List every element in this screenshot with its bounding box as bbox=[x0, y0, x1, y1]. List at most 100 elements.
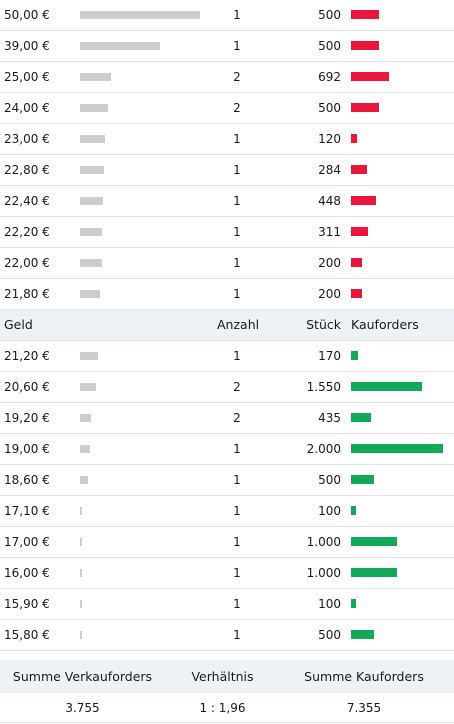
order-quantity: 200 bbox=[318, 256, 341, 270]
order-count: 1 bbox=[233, 628, 241, 642]
order-price: 22,80 € bbox=[4, 163, 50, 177]
price-gauge-bar bbox=[80, 135, 105, 143]
order-count: 1 bbox=[233, 473, 241, 487]
sell-order-row: 39,00 € 1 500 bbox=[0, 31, 454, 62]
buy-order-row: 15,80 € 1 500 bbox=[0, 620, 454, 651]
price-gauge-bar bbox=[80, 569, 82, 577]
sell-volume-bar bbox=[351, 103, 379, 112]
order-price: 25,00 € bbox=[4, 70, 50, 84]
order-count: 1 bbox=[233, 504, 241, 518]
buy-order-row: 17,10 € 1 100 bbox=[0, 496, 454, 527]
order-price: 19,20 € bbox=[4, 411, 50, 425]
buy-order-row: 17,00 € 1 1.000 bbox=[0, 527, 454, 558]
buy-volume-bar bbox=[351, 444, 443, 453]
order-count: 1 bbox=[233, 597, 241, 611]
order-quantity: 2.000 bbox=[306, 442, 341, 456]
order-price: 17,00 € bbox=[4, 535, 50, 549]
column-header-kauforders: Kauforders bbox=[351, 317, 419, 332]
sell-order-row: 24,00 € 2 500 bbox=[0, 93, 454, 124]
price-gauge-bar bbox=[80, 383, 96, 391]
sell-volume-bar bbox=[351, 289, 362, 298]
price-gauge-bar bbox=[80, 290, 100, 298]
sell-order-row: 25,00 € 2 692 bbox=[0, 62, 454, 93]
order-count: 1 bbox=[233, 349, 241, 363]
order-quantity: 311 bbox=[318, 225, 341, 239]
price-gauge-bar bbox=[80, 414, 91, 422]
price-gauge-bar bbox=[80, 104, 108, 112]
order-quantity: 1.000 bbox=[306, 535, 341, 549]
order-quantity: 1.000 bbox=[306, 566, 341, 580]
order-quantity: 500 bbox=[318, 628, 341, 642]
buy-order-row: 16,00 € 1 1.000 bbox=[0, 558, 454, 589]
order-count: 1 bbox=[233, 535, 241, 549]
price-gauge-bar bbox=[80, 476, 88, 484]
price-gauge-bar bbox=[80, 197, 103, 205]
buy-order-row: 20,60 € 2 1.550 bbox=[0, 372, 454, 403]
order-price: 22,00 € bbox=[4, 256, 50, 270]
order-price: 17,10 € bbox=[4, 504, 50, 518]
summary-label-sell: Summe Verkauforders bbox=[12, 669, 153, 684]
sell-order-row: 22,80 € 1 284 bbox=[0, 155, 454, 186]
sell-order-row: 22,00 € 1 200 bbox=[0, 248, 454, 279]
order-count: 2 bbox=[233, 101, 241, 115]
price-gauge-bar bbox=[80, 538, 82, 546]
order-quantity: 692 bbox=[318, 70, 341, 84]
order-price: 22,40 € bbox=[4, 194, 50, 208]
buy-volume-bar bbox=[351, 599, 356, 608]
order-quantity: 100 bbox=[318, 504, 341, 518]
order-price: 18,60 € bbox=[4, 473, 50, 487]
order-quantity: 1.550 bbox=[306, 380, 341, 394]
order-price: 21,20 € bbox=[4, 349, 50, 363]
buy-volume-bar bbox=[351, 568, 397, 577]
order-count: 1 bbox=[233, 442, 241, 456]
order-quantity: 100 bbox=[318, 597, 341, 611]
price-gauge-bar bbox=[80, 631, 82, 639]
sell-order-row: 21,80 € 1 200 bbox=[0, 279, 454, 310]
order-price: 15,80 € bbox=[4, 628, 50, 642]
order-count: 2 bbox=[233, 411, 241, 425]
summary-value-ratio: 1 : 1,96 bbox=[199, 701, 246, 715]
order-count: 1 bbox=[233, 256, 241, 270]
buy-order-row: 18,60 € 1 500 bbox=[0, 465, 454, 496]
order-price: 22,20 € bbox=[4, 225, 50, 239]
order-quantity: 500 bbox=[318, 101, 341, 115]
price-gauge-bar bbox=[80, 507, 82, 515]
sell-volume-bar bbox=[351, 258, 362, 267]
column-header-stueck: Stück bbox=[306, 317, 341, 332]
summary-label-buy: Summe Kauforders bbox=[304, 669, 424, 684]
order-price: 50,00 € bbox=[4, 8, 50, 22]
order-quantity: 435 bbox=[318, 411, 341, 425]
order-quantity: 500 bbox=[318, 473, 341, 487]
sell-orders-list: 50,00 € 1 500 39,00 € 1 500 25,00 € 2 692 24,00 €… bbox=[0, 0, 454, 310]
order-quantity: 500 bbox=[318, 39, 341, 53]
order-quantity: 500 bbox=[318, 8, 341, 22]
buy-orders-header: Geld Anzahl Stück Kauforders bbox=[0, 310, 454, 341]
summary-values: 3.755 1 : 1,96 7.355 bbox=[0, 693, 454, 723]
order-quantity: 448 bbox=[318, 194, 341, 208]
column-header-geld: Geld bbox=[4, 317, 33, 332]
order-price: 19,00 € bbox=[4, 442, 50, 456]
sell-order-row: 22,20 € 1 311 bbox=[0, 217, 454, 248]
buy-orders-list: 21,20 € 1 170 20,60 € 2 1.550 19,20 € 2 435 19,00… bbox=[0, 341, 454, 651]
sell-volume-bar bbox=[351, 134, 357, 143]
order-count: 1 bbox=[233, 39, 241, 53]
buy-order-row: 19,20 € 2 435 bbox=[0, 403, 454, 434]
price-gauge-bar bbox=[80, 166, 104, 174]
order-count: 1 bbox=[233, 566, 241, 580]
price-gauge-bar bbox=[80, 352, 98, 360]
price-gauge-bar bbox=[80, 445, 90, 453]
order-count: 1 bbox=[233, 132, 241, 146]
order-count: 1 bbox=[233, 225, 241, 239]
order-price: 24,00 € bbox=[4, 101, 50, 115]
order-price: 16,00 € bbox=[4, 566, 50, 580]
price-gauge-bar bbox=[80, 42, 160, 50]
price-gauge-bar bbox=[80, 73, 111, 81]
order-price: 23,00 € bbox=[4, 132, 50, 146]
sell-volume-bar bbox=[351, 227, 368, 236]
buy-volume-bar bbox=[351, 351, 358, 360]
order-price: 39,00 € bbox=[4, 39, 50, 53]
summary-value-buy: 7.355 bbox=[346, 701, 382, 715]
order-summary: Summe Verkauforders Verhältnis Summe Kau… bbox=[0, 660, 454, 723]
sell-volume-bar bbox=[351, 196, 376, 205]
order-quantity: 120 bbox=[318, 132, 341, 146]
